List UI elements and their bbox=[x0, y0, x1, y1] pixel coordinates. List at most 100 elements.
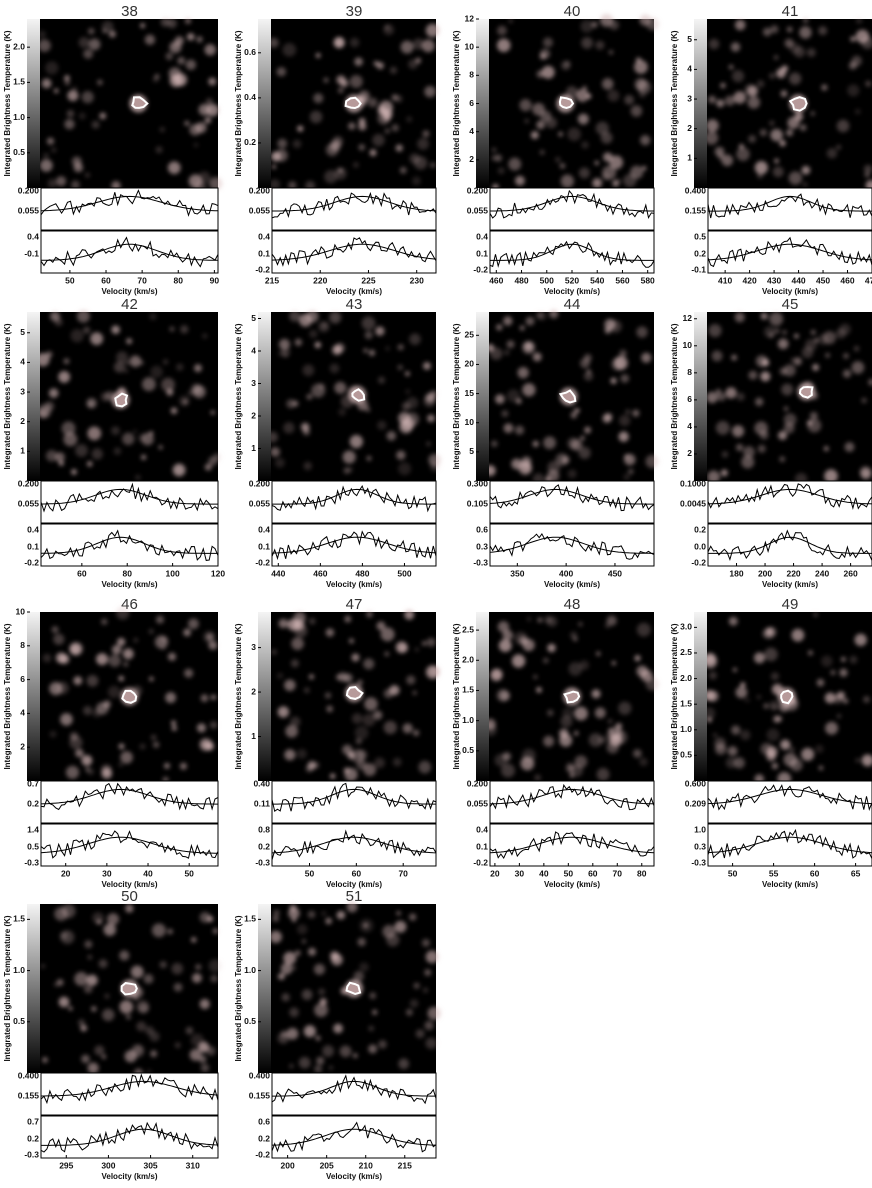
emission-blob bbox=[374, 757, 385, 769]
x-axis-label: Velocity (km/s) bbox=[101, 1172, 157, 1181]
map-emission bbox=[268, 23, 440, 191]
emission-blob bbox=[734, 312, 745, 323]
panel-number: 49 bbox=[782, 596, 799, 613]
x-tick-label: 80 bbox=[637, 868, 647, 878]
emission-blob bbox=[204, 44, 217, 56]
emission-blob bbox=[855, 29, 870, 44]
emission-blob bbox=[522, 383, 536, 397]
emission-blob bbox=[73, 676, 83, 685]
colorbar-tick-label: 0.5 bbox=[13, 1016, 25, 1026]
emission-blob bbox=[101, 618, 108, 625]
emission-blob bbox=[361, 316, 376, 330]
emission-blob bbox=[609, 155, 624, 170]
x-tick-label: 350 bbox=[510, 568, 524, 578]
emission-blob bbox=[807, 650, 813, 656]
emission-blob bbox=[543, 37, 554, 48]
emission-blob bbox=[383, 720, 397, 735]
emission-blob bbox=[608, 727, 613, 733]
emission-blob bbox=[384, 651, 390, 657]
emission-blob bbox=[720, 469, 728, 477]
panel-number: 50 bbox=[121, 888, 138, 905]
emission-blob bbox=[613, 356, 628, 370]
emission-blob bbox=[144, 34, 156, 45]
emission-blob bbox=[772, 166, 784, 178]
spectrum-tick-label: 0.4 bbox=[476, 825, 488, 835]
spectrum-fit bbox=[41, 243, 218, 261]
emission-blob bbox=[44, 401, 55, 412]
emission-blob bbox=[141, 377, 156, 392]
emission-blob bbox=[75, 748, 84, 758]
emission-blob bbox=[599, 13, 614, 27]
spectrum-line bbox=[489, 532, 655, 560]
emission-blob bbox=[863, 164, 872, 174]
emission-blob bbox=[284, 679, 296, 692]
emission-blob bbox=[63, 76, 70, 84]
emission-blob bbox=[731, 70, 745, 83]
emission-blob bbox=[421, 39, 435, 53]
emission-blob bbox=[91, 1006, 97, 1012]
emission-blob bbox=[537, 617, 543, 623]
emission-blob bbox=[534, 774, 541, 781]
emission-blob bbox=[592, 178, 603, 188]
emission-blob bbox=[570, 631, 578, 639]
panel: 43 1 2 3 4 5 Integrated Brightness Temperature… bbox=[234, 296, 441, 589]
emission-blob bbox=[645, 454, 659, 469]
emission-blob bbox=[278, 338, 290, 350]
emission-blob bbox=[84, 940, 93, 949]
emission-blob bbox=[580, 435, 585, 441]
colorbar-tick-label: 4 bbox=[687, 421, 692, 431]
emission-blob bbox=[78, 112, 86, 120]
emission-blob bbox=[167, 928, 173, 935]
emission-blob bbox=[346, 901, 358, 913]
emission-blob bbox=[86, 397, 97, 409]
emission-blob bbox=[564, 60, 571, 67]
emission-blob bbox=[427, 414, 435, 423]
spectrum-fit bbox=[271, 836, 437, 854]
spectrum-tick-label: 0.200 bbox=[467, 186, 489, 196]
emission-blob bbox=[206, 633, 214, 641]
emission-blob bbox=[150, 734, 157, 741]
emission-blob bbox=[376, 621, 386, 631]
emission-blob bbox=[135, 474, 141, 481]
x-tick-label: 450 bbox=[608, 568, 622, 578]
emission-blob bbox=[524, 118, 529, 124]
emission-blob bbox=[608, 49, 614, 55]
emission-blob bbox=[799, 26, 812, 39]
emission-blob bbox=[601, 172, 610, 181]
emission-blob bbox=[315, 1035, 321, 1041]
x-axis-label: Velocity (km/s) bbox=[101, 287, 157, 296]
emission-blob bbox=[766, 627, 774, 635]
emission-blob bbox=[724, 95, 736, 106]
emission-blob bbox=[408, 913, 417, 921]
emission-blob bbox=[56, 978, 64, 986]
emission-blob bbox=[395, 95, 403, 103]
emission-blob bbox=[291, 637, 304, 650]
spectrum-tick-label: 0.4 bbox=[258, 232, 270, 242]
spectrum-tick-label: 0.1 bbox=[258, 541, 270, 551]
emission-blob bbox=[417, 137, 430, 150]
spectrum-tick-label: 0.5 bbox=[694, 232, 706, 242]
spectrum-tick-label: 0.1 bbox=[476, 248, 488, 258]
emission-blob bbox=[343, 467, 351, 474]
emission-blob bbox=[565, 86, 578, 98]
emission-blob bbox=[87, 1062, 99, 1074]
emission-blob bbox=[839, 668, 848, 677]
emission-blob bbox=[171, 720, 177, 726]
emission-blob bbox=[58, 371, 71, 383]
emission-blob bbox=[45, 449, 58, 462]
emission-blob bbox=[728, 616, 738, 626]
emission-blob bbox=[736, 392, 745, 401]
colorbar bbox=[27, 19, 40, 188]
emission-blob bbox=[103, 923, 117, 936]
emission-blob bbox=[747, 96, 761, 109]
emission-blob bbox=[73, 162, 84, 173]
emission-blob bbox=[269, 930, 282, 944]
emission-blob bbox=[209, 721, 218, 729]
spectrum-frame bbox=[40, 523, 219, 567]
emission-blob bbox=[575, 88, 589, 102]
x-tick-label: 50 bbox=[65, 275, 75, 285]
colorbar-tick-label: 4 bbox=[469, 126, 474, 136]
emission-blob bbox=[308, 674, 315, 680]
colorbar-tick-label: 1.0 bbox=[244, 965, 256, 975]
emission-blob bbox=[581, 141, 589, 149]
